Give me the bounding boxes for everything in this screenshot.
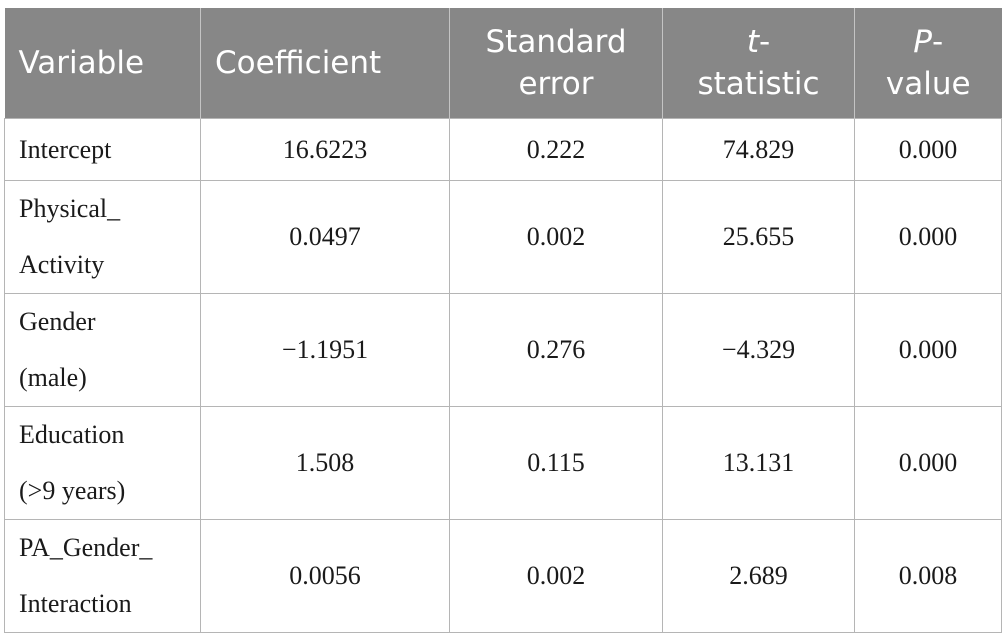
coefficient-cell: 0.0056	[200, 519, 450, 633]
coefficient-cell: 0.0497	[200, 180, 450, 294]
std-error-cell: 0.276	[449, 293, 663, 407]
p-value-cell: 0.000	[854, 406, 1002, 520]
header-standard-error-line1: Standard	[485, 24, 627, 60]
std-error-cell: 0.115	[449, 406, 663, 520]
table-row: Physical_ Activity 0.0497 0.002 25.655 0…	[4, 180, 1002, 294]
header-coefficient-label: Coefficient	[215, 45, 382, 81]
t-statistic-cell: 25.655	[662, 180, 855, 294]
header-standard-error: Standard error	[449, 8, 663, 119]
variable-name-line2: (male)	[19, 363, 87, 392]
variable-name-line1: Education	[19, 420, 125, 449]
coefficient-cell: 1.508	[200, 406, 450, 520]
variable-cell: PA_Gender_ Interaction	[4, 519, 201, 633]
header-p-hyphen: -	[932, 24, 944, 60]
std-error-cell: 0.222	[449, 118, 663, 181]
coefficient-cell: 16.6223	[200, 118, 450, 181]
variable-name-line2: Activity	[19, 250, 105, 279]
header-row: Variable Coefficient Standard error t- s…	[4, 8, 1002, 119]
variable-cell: Gender (male)	[4, 293, 201, 407]
variable-name: Intercept	[19, 134, 112, 164]
variable-name-line2: (>9 years)	[19, 476, 126, 505]
table-row: Gender (male) −1.1951 0.276 −4.329 0.000	[4, 293, 1002, 407]
p-value-cell: 0.000	[854, 293, 1002, 407]
variable-cell: Education (>9 years)	[4, 406, 201, 520]
variable-name-line1: PA_Gender_	[19, 533, 153, 562]
t-statistic-cell: −4.329	[662, 293, 855, 407]
header-t-symbol: t	[746, 24, 759, 60]
variable-cell: Intercept	[4, 118, 201, 181]
p-value-cell: 0.008	[854, 519, 1002, 633]
header-standard-error-line2: error	[518, 66, 594, 102]
header-p-symbol: P	[913, 24, 932, 60]
table-row: Intercept 16.6223 0.222 74.829 0.000	[4, 118, 1002, 181]
t-statistic-cell: 13.131	[662, 406, 855, 520]
table-row: PA_Gender_ Interaction 0.0056 0.002 2.68…	[4, 519, 1002, 633]
table-row: Education (>9 years) 1.508 0.115 13.131 …	[4, 406, 1002, 520]
header-p-value-line2: value	[885, 66, 971, 102]
t-statistic-cell: 2.689	[662, 519, 855, 633]
coefficient-cell: −1.1951	[200, 293, 450, 407]
p-value-cell: 0.000	[854, 180, 1002, 294]
variable-name-line1: Physical_	[19, 194, 121, 223]
std-error-cell: 0.002	[449, 519, 663, 633]
header-t-statistic-line1: t-	[677, 21, 840, 63]
header-t-hyphen: -	[758, 24, 771, 60]
header-t-statistic: t- statistic	[662, 8, 855, 119]
header-t-statistic-line2: statistic	[697, 66, 820, 102]
variable-name-line2: Interaction	[19, 589, 132, 618]
variable-cell: Physical_ Activity	[4, 180, 201, 294]
header-p-value-line1: P-	[869, 21, 988, 63]
header-variable-label: Variable	[18, 45, 145, 81]
std-error-cell: 0.002	[449, 180, 663, 294]
header-coefficient: Coefficient	[200, 8, 450, 119]
p-value-cell: 0.000	[854, 118, 1002, 181]
variable-name-line1: Gender	[19, 307, 96, 336]
regression-table: Variable Coefficient Standard error t- s…	[4, 8, 1002, 633]
header-variable: Variable	[4, 8, 201, 119]
t-statistic-cell: 74.829	[662, 118, 855, 181]
header-p-value: P- value	[854, 8, 1002, 119]
